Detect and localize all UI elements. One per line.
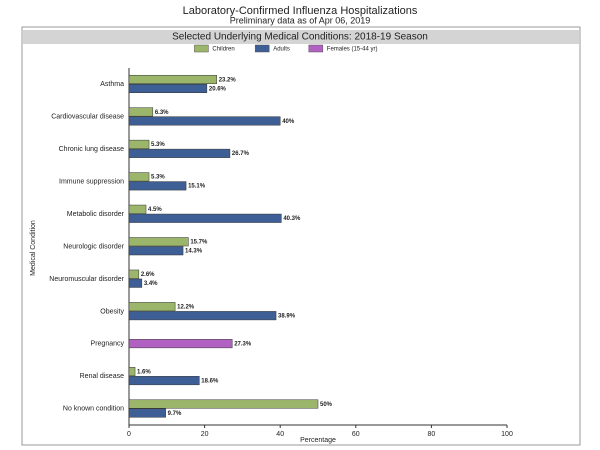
bar bbox=[128, 116, 281, 126]
x-tick-label: 40 bbox=[276, 431, 284, 438]
y-tick-label: Metabolic disorder bbox=[67, 211, 125, 218]
x-tick-label: 20 bbox=[201, 431, 209, 438]
bar bbox=[128, 213, 282, 223]
y-tick-label: Renal disease bbox=[80, 373, 124, 380]
panel-header bbox=[23, 30, 579, 44]
value-label: 14.3% bbox=[185, 249, 203, 255]
bar bbox=[128, 278, 143, 288]
value-label: 15.7% bbox=[190, 240, 208, 246]
legend-swatch bbox=[194, 44, 209, 53]
y-tick-label: Neuromuscular disorder bbox=[49, 276, 124, 283]
value-label: 27.3% bbox=[234, 341, 252, 347]
x-tick-label: 60 bbox=[352, 431, 360, 438]
bar bbox=[128, 311, 277, 321]
value-label: 4.5% bbox=[148, 207, 162, 213]
value-label: 40% bbox=[282, 119, 295, 125]
y-tick-label: No known condition bbox=[63, 406, 124, 413]
x-tick-label: 0 bbox=[127, 431, 131, 438]
value-label: 2.6% bbox=[141, 272, 155, 278]
bar bbox=[128, 107, 154, 117]
bar bbox=[128, 83, 208, 93]
y-axis-label: Medical Condition bbox=[30, 220, 37, 276]
bar bbox=[128, 376, 200, 386]
chart-title: Laboratory-Confirmed Influenza Hospitali… bbox=[183, 5, 418, 17]
chart-subtitle: Preliminary data as of Apr 06, 2019 bbox=[230, 15, 371, 25]
bar bbox=[128, 399, 319, 409]
value-label: 26.7% bbox=[232, 151, 250, 157]
legend-swatch bbox=[308, 44, 324, 53]
value-label: 9.7% bbox=[168, 411, 182, 417]
frame bbox=[21, 26, 581, 446]
y-tick-label: Cardiovascular disease bbox=[51, 114, 124, 121]
bar bbox=[128, 181, 187, 191]
y-tick-label: Chronic lung disease bbox=[59, 146, 124, 153]
legend-swatch bbox=[254, 44, 270, 53]
legend-label: Adults bbox=[273, 47, 290, 53]
value-label: 23.2% bbox=[219, 77, 237, 83]
value-label: 5.3% bbox=[151, 175, 165, 181]
value-label: 1.6% bbox=[137, 369, 151, 375]
y-tick-label: Neurologic disorder bbox=[63, 243, 124, 250]
value-label: 18.6% bbox=[201, 378, 219, 384]
value-label: 50% bbox=[320, 402, 333, 408]
value-label: 12.2% bbox=[177, 304, 195, 310]
value-label: 40.3% bbox=[283, 216, 301, 222]
bar bbox=[128, 269, 140, 279]
y-tick-label: Asthma bbox=[100, 81, 124, 88]
bar bbox=[128, 408, 166, 418]
bar bbox=[128, 302, 176, 312]
value-label: 6.3% bbox=[155, 110, 169, 116]
x-axis-label: Percentage bbox=[300, 437, 336, 444]
bar bbox=[128, 367, 136, 377]
bar bbox=[128, 74, 217, 84]
y-tick-label: Obesity bbox=[100, 308, 124, 315]
bar bbox=[128, 237, 189, 247]
legend-label: Children bbox=[212, 47, 234, 53]
bar bbox=[128, 204, 147, 214]
y-tick-label: Pregnancy bbox=[91, 341, 125, 348]
bar bbox=[128, 246, 184, 256]
value-label: 5.3% bbox=[151, 142, 165, 148]
value-label: 38.9% bbox=[278, 313, 296, 319]
x-tick-label: 80 bbox=[428, 431, 436, 438]
x-tick-label: 100 bbox=[501, 431, 513, 438]
y-tick-label: Immune suppression bbox=[59, 178, 124, 185]
legend-label: Females (15-44 yr) bbox=[327, 47, 378, 53]
panel-title: Selected Underlying Medical Conditions: … bbox=[172, 32, 428, 43]
bar bbox=[128, 148, 231, 158]
bar bbox=[128, 139, 150, 149]
bar bbox=[128, 172, 150, 182]
bar bbox=[128, 339, 233, 349]
value-label: 20.6% bbox=[209, 86, 227, 92]
value-label: 3.4% bbox=[144, 281, 158, 287]
value-label: 15.1% bbox=[188, 184, 206, 190]
